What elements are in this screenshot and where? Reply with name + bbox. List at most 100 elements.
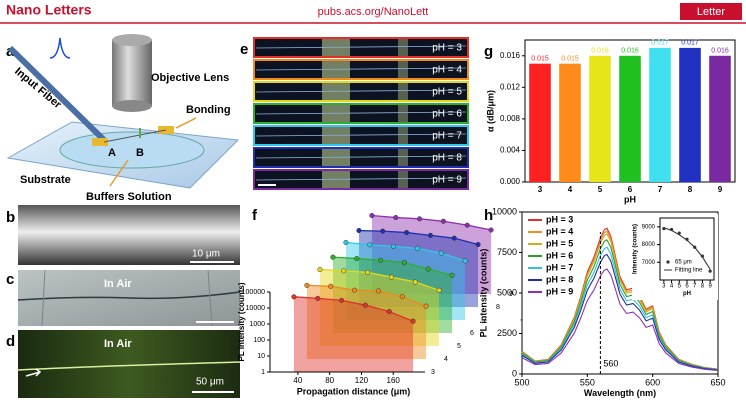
series-line xyxy=(332,256,453,276)
micrograph xyxy=(18,330,240,398)
point xyxy=(464,222,470,228)
wire xyxy=(255,89,467,93)
depth-label: 7 xyxy=(483,317,487,324)
point xyxy=(436,287,442,293)
point xyxy=(399,294,405,300)
strip xyxy=(253,59,469,80)
point xyxy=(488,227,494,233)
wire xyxy=(103,129,167,143)
x-tick-label: 9 xyxy=(718,185,723,194)
strip-label: pH = 3 xyxy=(432,43,462,54)
x-axis-label: pH xyxy=(683,291,691,297)
legend-label: Fitting line xyxy=(675,268,703,274)
value-label: 0.015 xyxy=(561,56,579,63)
depth-label: 5 xyxy=(457,343,461,350)
x-tick-label: 3 xyxy=(662,284,666,290)
medium-label: In Air xyxy=(104,278,132,290)
journal-url: pubs.acs.org/NanoLett xyxy=(318,6,429,18)
medium-label: In Air xyxy=(104,338,132,350)
x-tick-label: 7 xyxy=(658,185,663,194)
bonding-pad xyxy=(92,138,108,146)
panel-letter: f xyxy=(252,207,258,224)
tag-box xyxy=(680,3,742,20)
arrow xyxy=(25,368,42,377)
depth-label: 6 xyxy=(470,330,474,337)
point xyxy=(388,274,394,280)
wire xyxy=(255,111,467,115)
point xyxy=(462,258,468,264)
crack xyxy=(41,269,46,327)
series-line xyxy=(663,227,711,270)
wire xyxy=(255,45,467,49)
strip-label: pH = 5 xyxy=(432,87,462,98)
glow xyxy=(398,149,408,166)
glow xyxy=(398,171,408,188)
panel-letter: c xyxy=(6,271,14,288)
nanowire xyxy=(17,291,241,301)
point-a: A xyxy=(108,147,116,159)
point xyxy=(369,213,375,219)
y-axis-label: PL intensity (counts) xyxy=(479,249,489,338)
point xyxy=(352,287,358,293)
panel-letter: d xyxy=(6,333,15,350)
glow xyxy=(398,105,408,122)
strip xyxy=(253,81,469,102)
x-tick-label: 3 xyxy=(538,185,543,194)
point-b: B xyxy=(136,147,144,159)
x-tick-label: 6 xyxy=(685,284,689,290)
legend-label: pH = 4 xyxy=(546,226,573,236)
glow xyxy=(398,127,408,144)
substrate-label: Substrate xyxy=(20,174,71,186)
point xyxy=(404,229,410,236)
value-label: 0.015 xyxy=(531,56,549,63)
value-label: 0.016 xyxy=(621,48,639,55)
strip-label: pH = 7 xyxy=(432,131,462,142)
area xyxy=(345,242,466,320)
scale-label: 50 μm xyxy=(196,377,224,388)
y-tick-label: 2500 xyxy=(497,328,517,338)
x-tick-label: 40 xyxy=(293,376,302,385)
area xyxy=(371,215,492,294)
input-fiber xyxy=(7,45,107,143)
point xyxy=(451,235,457,241)
bar xyxy=(709,55,731,182)
series-line xyxy=(345,241,466,262)
series-line xyxy=(521,246,719,371)
y-axis-label: α (dB/μm) xyxy=(485,90,495,132)
tag: Letter xyxy=(697,6,725,18)
point xyxy=(343,239,349,246)
nanowire xyxy=(17,361,241,371)
x-tick-label: 120 xyxy=(355,376,369,385)
point xyxy=(401,260,407,266)
depth-label: 3 xyxy=(431,369,435,376)
solution-label: Buffers Solution xyxy=(86,191,172,203)
x-tick-label: 5 xyxy=(678,284,682,290)
journal-name: Nano Letters xyxy=(6,2,92,18)
legend-label: pH = 7 xyxy=(546,262,573,272)
bar xyxy=(559,63,581,182)
buffer-droplet xyxy=(59,131,205,169)
x-axis-label: Propagation distance (μm) xyxy=(297,386,411,396)
y-tick-label: 0.012 xyxy=(500,82,521,91)
scale-label: 10 μm xyxy=(192,249,220,260)
panel-letter: b xyxy=(6,209,15,226)
crack xyxy=(207,269,213,327)
y-tick-label: 0.016 xyxy=(500,51,521,60)
point xyxy=(367,242,373,248)
area xyxy=(293,296,414,372)
point xyxy=(438,250,444,256)
arrow xyxy=(175,117,197,129)
point xyxy=(423,303,429,309)
point xyxy=(386,308,392,315)
point xyxy=(304,282,310,288)
wire xyxy=(255,67,467,71)
series-line xyxy=(306,284,427,307)
x-axis-label: pH xyxy=(624,194,636,204)
x-tick-label: 4 xyxy=(670,284,674,290)
depth-label: 4 xyxy=(444,356,448,363)
legend-label: pH = 8 xyxy=(546,274,573,284)
point xyxy=(380,228,386,234)
bar xyxy=(679,47,701,183)
glow xyxy=(398,39,408,56)
